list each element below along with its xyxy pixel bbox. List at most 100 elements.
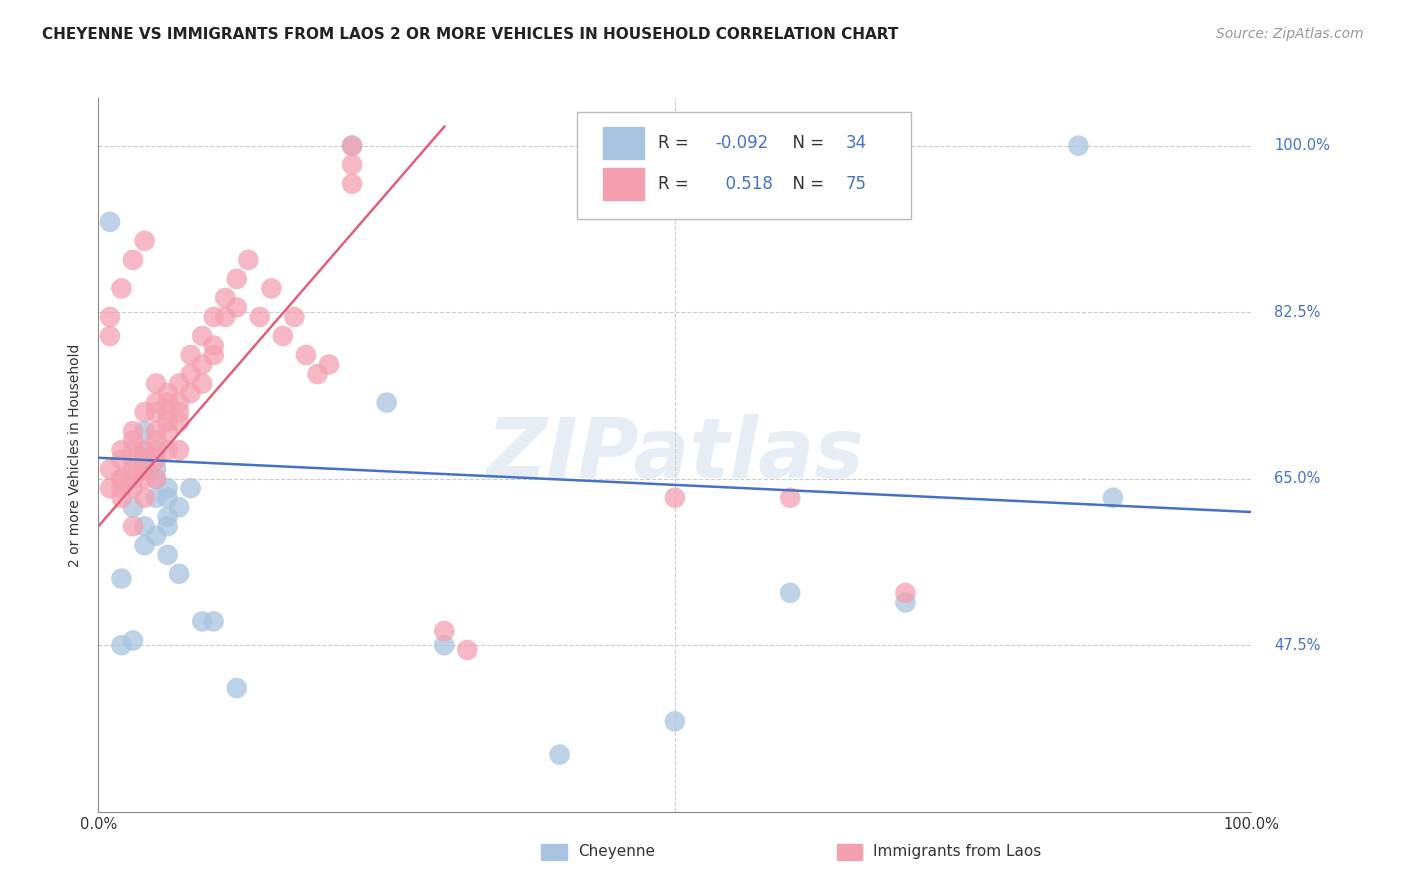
Text: Cheyenne: Cheyenne: [578, 845, 655, 859]
FancyBboxPatch shape: [837, 844, 862, 860]
Point: [167, 500, 190, 515]
Point: [225, 681, 247, 695]
Point: [548, 747, 571, 762]
Point: [340, 177, 363, 191]
Point: [134, 443, 156, 458]
Point: [180, 348, 202, 362]
FancyBboxPatch shape: [603, 127, 644, 159]
Text: N =: N =: [782, 175, 830, 193]
Point: [1067, 138, 1090, 153]
Point: [156, 415, 179, 429]
Point: [191, 358, 214, 372]
Point: [145, 405, 167, 419]
Point: [110, 472, 132, 486]
Point: [318, 358, 340, 372]
Point: [122, 443, 145, 458]
Point: [134, 519, 156, 533]
Point: [145, 434, 167, 448]
Point: [134, 443, 156, 458]
Point: [134, 405, 156, 419]
Point: [180, 481, 202, 495]
Point: [156, 386, 179, 401]
Point: [156, 509, 179, 524]
Point: [894, 595, 917, 609]
Point: [156, 491, 179, 505]
Point: [779, 586, 801, 600]
Point: [110, 281, 132, 295]
Point: [145, 443, 167, 458]
Point: [145, 472, 167, 486]
Point: [122, 519, 145, 533]
Point: [191, 615, 214, 629]
Point: [167, 415, 190, 429]
Point: [167, 376, 190, 391]
Point: [98, 462, 121, 476]
Text: Source: ZipAtlas.com: Source: ZipAtlas.com: [1216, 27, 1364, 41]
Point: [98, 215, 121, 229]
Point: [145, 491, 167, 505]
Point: [664, 491, 686, 505]
Point: [225, 272, 247, 286]
Point: [134, 491, 156, 505]
Point: [1102, 491, 1125, 505]
Point: [433, 624, 456, 638]
Point: [110, 481, 132, 495]
Text: 75: 75: [845, 175, 866, 193]
Point: [98, 310, 121, 324]
Point: [110, 452, 132, 467]
Point: [134, 452, 156, 467]
Point: [191, 329, 214, 343]
Point: [122, 481, 145, 495]
Point: [271, 329, 294, 343]
Point: [180, 367, 202, 381]
Text: ZIPatlas: ZIPatlas: [486, 415, 863, 495]
Text: -0.092: -0.092: [716, 134, 769, 152]
Point: [156, 519, 179, 533]
Point: [156, 443, 179, 458]
Point: [156, 424, 179, 438]
Point: [145, 452, 167, 467]
Point: [156, 548, 179, 562]
Point: [307, 367, 329, 381]
Point: [98, 481, 121, 495]
Point: [134, 472, 156, 486]
Point: [98, 329, 121, 343]
Point: [202, 310, 225, 324]
Point: [145, 395, 167, 409]
Point: [110, 638, 132, 652]
Point: [122, 500, 145, 515]
Point: [340, 138, 363, 153]
Point: [110, 572, 132, 586]
Point: [375, 395, 398, 409]
Text: CHEYENNE VS IMMIGRANTS FROM LAOS 2 OR MORE VEHICLES IN HOUSEHOLD CORRELATION CHA: CHEYENNE VS IMMIGRANTS FROM LAOS 2 OR MO…: [42, 27, 898, 42]
Point: [122, 633, 145, 648]
Point: [134, 452, 156, 467]
Point: [167, 405, 190, 419]
Text: 34: 34: [845, 134, 866, 152]
Point: [110, 472, 132, 486]
Point: [238, 252, 260, 267]
Point: [340, 138, 363, 153]
Point: [156, 481, 179, 495]
Text: 47.5%: 47.5%: [1274, 638, 1320, 653]
Point: [156, 405, 179, 419]
Point: [134, 234, 156, 248]
Point: [122, 434, 145, 448]
Point: [225, 301, 247, 315]
Point: [122, 452, 145, 467]
Point: [156, 395, 179, 409]
Text: 65.0%: 65.0%: [1274, 471, 1320, 486]
Point: [145, 529, 167, 543]
Point: [214, 310, 236, 324]
Point: [214, 291, 236, 305]
Point: [122, 424, 145, 438]
Point: [295, 348, 318, 362]
Text: 82.5%: 82.5%: [1274, 305, 1320, 319]
Point: [145, 376, 167, 391]
Point: [122, 252, 145, 267]
Point: [249, 310, 271, 324]
Point: [202, 338, 225, 352]
Point: [167, 566, 190, 581]
Point: [145, 424, 167, 438]
Point: [260, 281, 283, 295]
